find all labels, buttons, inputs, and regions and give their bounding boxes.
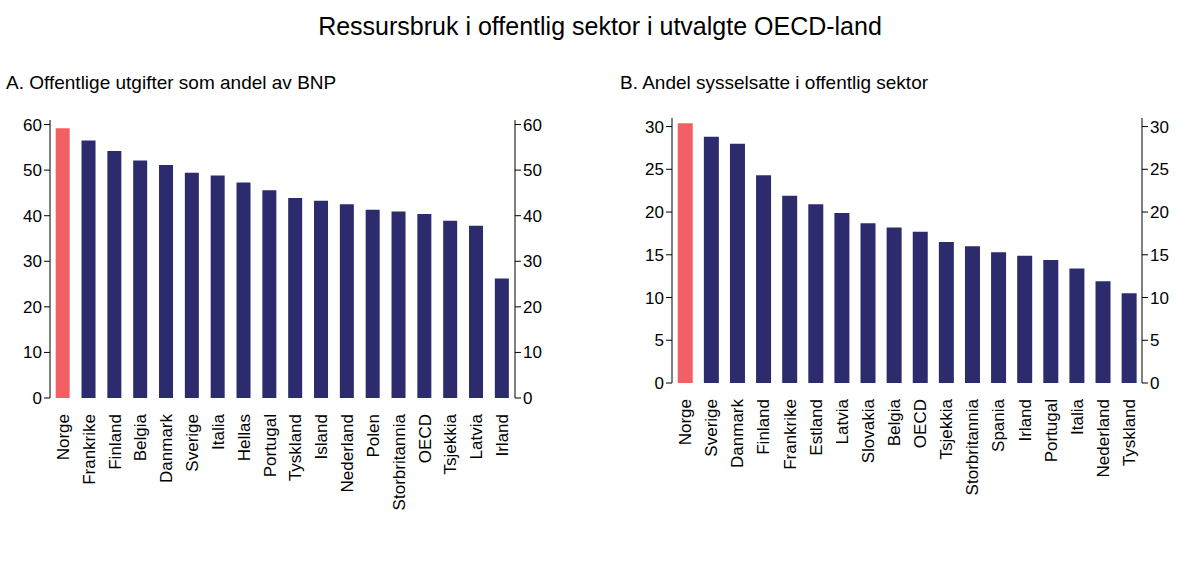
svg-text:Storbritannia: Storbritannia xyxy=(963,398,982,495)
svg-text:Latvia: Latvia xyxy=(467,413,486,459)
svg-text:30: 30 xyxy=(645,118,664,137)
svg-text:Danmark: Danmark xyxy=(157,414,176,483)
svg-text:20: 20 xyxy=(523,298,542,317)
svg-text:Slovakia: Slovakia xyxy=(859,398,878,463)
svg-text:Italia: Italia xyxy=(1068,398,1087,434)
svg-text:Tyskland: Tyskland xyxy=(286,414,305,481)
svg-text:Norge: Norge xyxy=(676,399,695,445)
svg-text:Latvia: Latvia xyxy=(833,398,852,444)
svg-text:50: 50 xyxy=(523,161,542,180)
svg-text:40: 40 xyxy=(23,207,42,226)
svg-text:Italia: Italia xyxy=(209,413,228,449)
svg-text:5: 5 xyxy=(1150,331,1159,350)
svg-text:25: 25 xyxy=(645,160,664,179)
svg-text:Belgia: Belgia xyxy=(131,413,150,461)
svg-text:30: 30 xyxy=(23,252,42,271)
svg-text:Estland: Estland xyxy=(807,399,826,456)
svg-text:30: 30 xyxy=(523,252,542,271)
svg-text:10: 10 xyxy=(23,343,42,362)
svg-text:Tsjekkia: Tsjekkia xyxy=(441,413,460,474)
svg-text:Finland: Finland xyxy=(754,399,773,455)
svg-text:Nederland: Nederland xyxy=(338,414,357,492)
svg-text:0: 0 xyxy=(655,374,664,393)
svg-text:Nederland: Nederland xyxy=(1094,399,1113,477)
svg-text:Spania: Spania xyxy=(989,398,1008,451)
svg-text:0: 0 xyxy=(523,389,532,408)
svg-text:50: 50 xyxy=(23,161,42,180)
svg-text:Belgia: Belgia xyxy=(885,398,904,446)
svg-text:40: 40 xyxy=(523,207,542,226)
svg-text:25: 25 xyxy=(1150,160,1169,179)
svg-text:Tyskland: Tyskland xyxy=(1120,399,1139,466)
svg-text:20: 20 xyxy=(645,203,664,222)
svg-text:Island: Island xyxy=(312,414,331,459)
svg-text:30: 30 xyxy=(1150,118,1169,137)
svg-text:60: 60 xyxy=(23,116,42,135)
svg-text:Tsjekkia: Tsjekkia xyxy=(937,398,956,459)
svg-text:Finland: Finland xyxy=(106,414,125,470)
svg-text:Sverige: Sverige xyxy=(702,399,721,457)
svg-text:Polen: Polen xyxy=(364,414,383,457)
html-text:Ressursbruk i offentlig sektor: Ressursbruk i offentlig sektor i utvalgt… xyxy=(318,12,882,40)
svg-text:10: 10 xyxy=(645,289,664,308)
svg-text:Frankrike: Frankrike xyxy=(80,414,99,485)
svg-text:Portugal: Portugal xyxy=(1042,399,1061,462)
svg-text:Norge: Norge xyxy=(54,414,73,460)
svg-text:0: 0 xyxy=(1150,374,1159,393)
svg-text:OECD: OECD xyxy=(416,414,435,463)
svg-text:Irland: Irland xyxy=(1016,399,1035,442)
svg-text:15: 15 xyxy=(1150,246,1169,265)
svg-text:0: 0 xyxy=(33,389,42,408)
svg-text:20: 20 xyxy=(23,298,42,317)
svg-text:20: 20 xyxy=(1150,203,1169,222)
svg-text:Irland: Irland xyxy=(493,414,512,457)
svg-text:10: 10 xyxy=(523,343,542,362)
svg-text:10: 10 xyxy=(1150,289,1169,308)
svg-text:Danmark: Danmark xyxy=(728,399,747,468)
html-text:B. Andel sysselsatte i offentl: B. Andel sysselsatte i offentlig sektor xyxy=(620,72,928,93)
svg-text:Sverige: Sverige xyxy=(183,414,202,472)
svg-text:Hellas: Hellas xyxy=(235,414,254,461)
svg-text:60: 60 xyxy=(523,116,542,135)
svg-text:Portugal: Portugal xyxy=(261,414,280,477)
svg-text:5: 5 xyxy=(655,331,664,350)
svg-text:Frankrike: Frankrike xyxy=(781,399,800,470)
svg-text:OECD: OECD xyxy=(911,399,930,448)
svg-text:15: 15 xyxy=(645,246,664,265)
html-text:A. Offentlige utgifter som and: A. Offentlige utgifter som andel av BNP xyxy=(6,72,337,93)
svg-text:Storbritannia: Storbritannia xyxy=(390,413,409,510)
